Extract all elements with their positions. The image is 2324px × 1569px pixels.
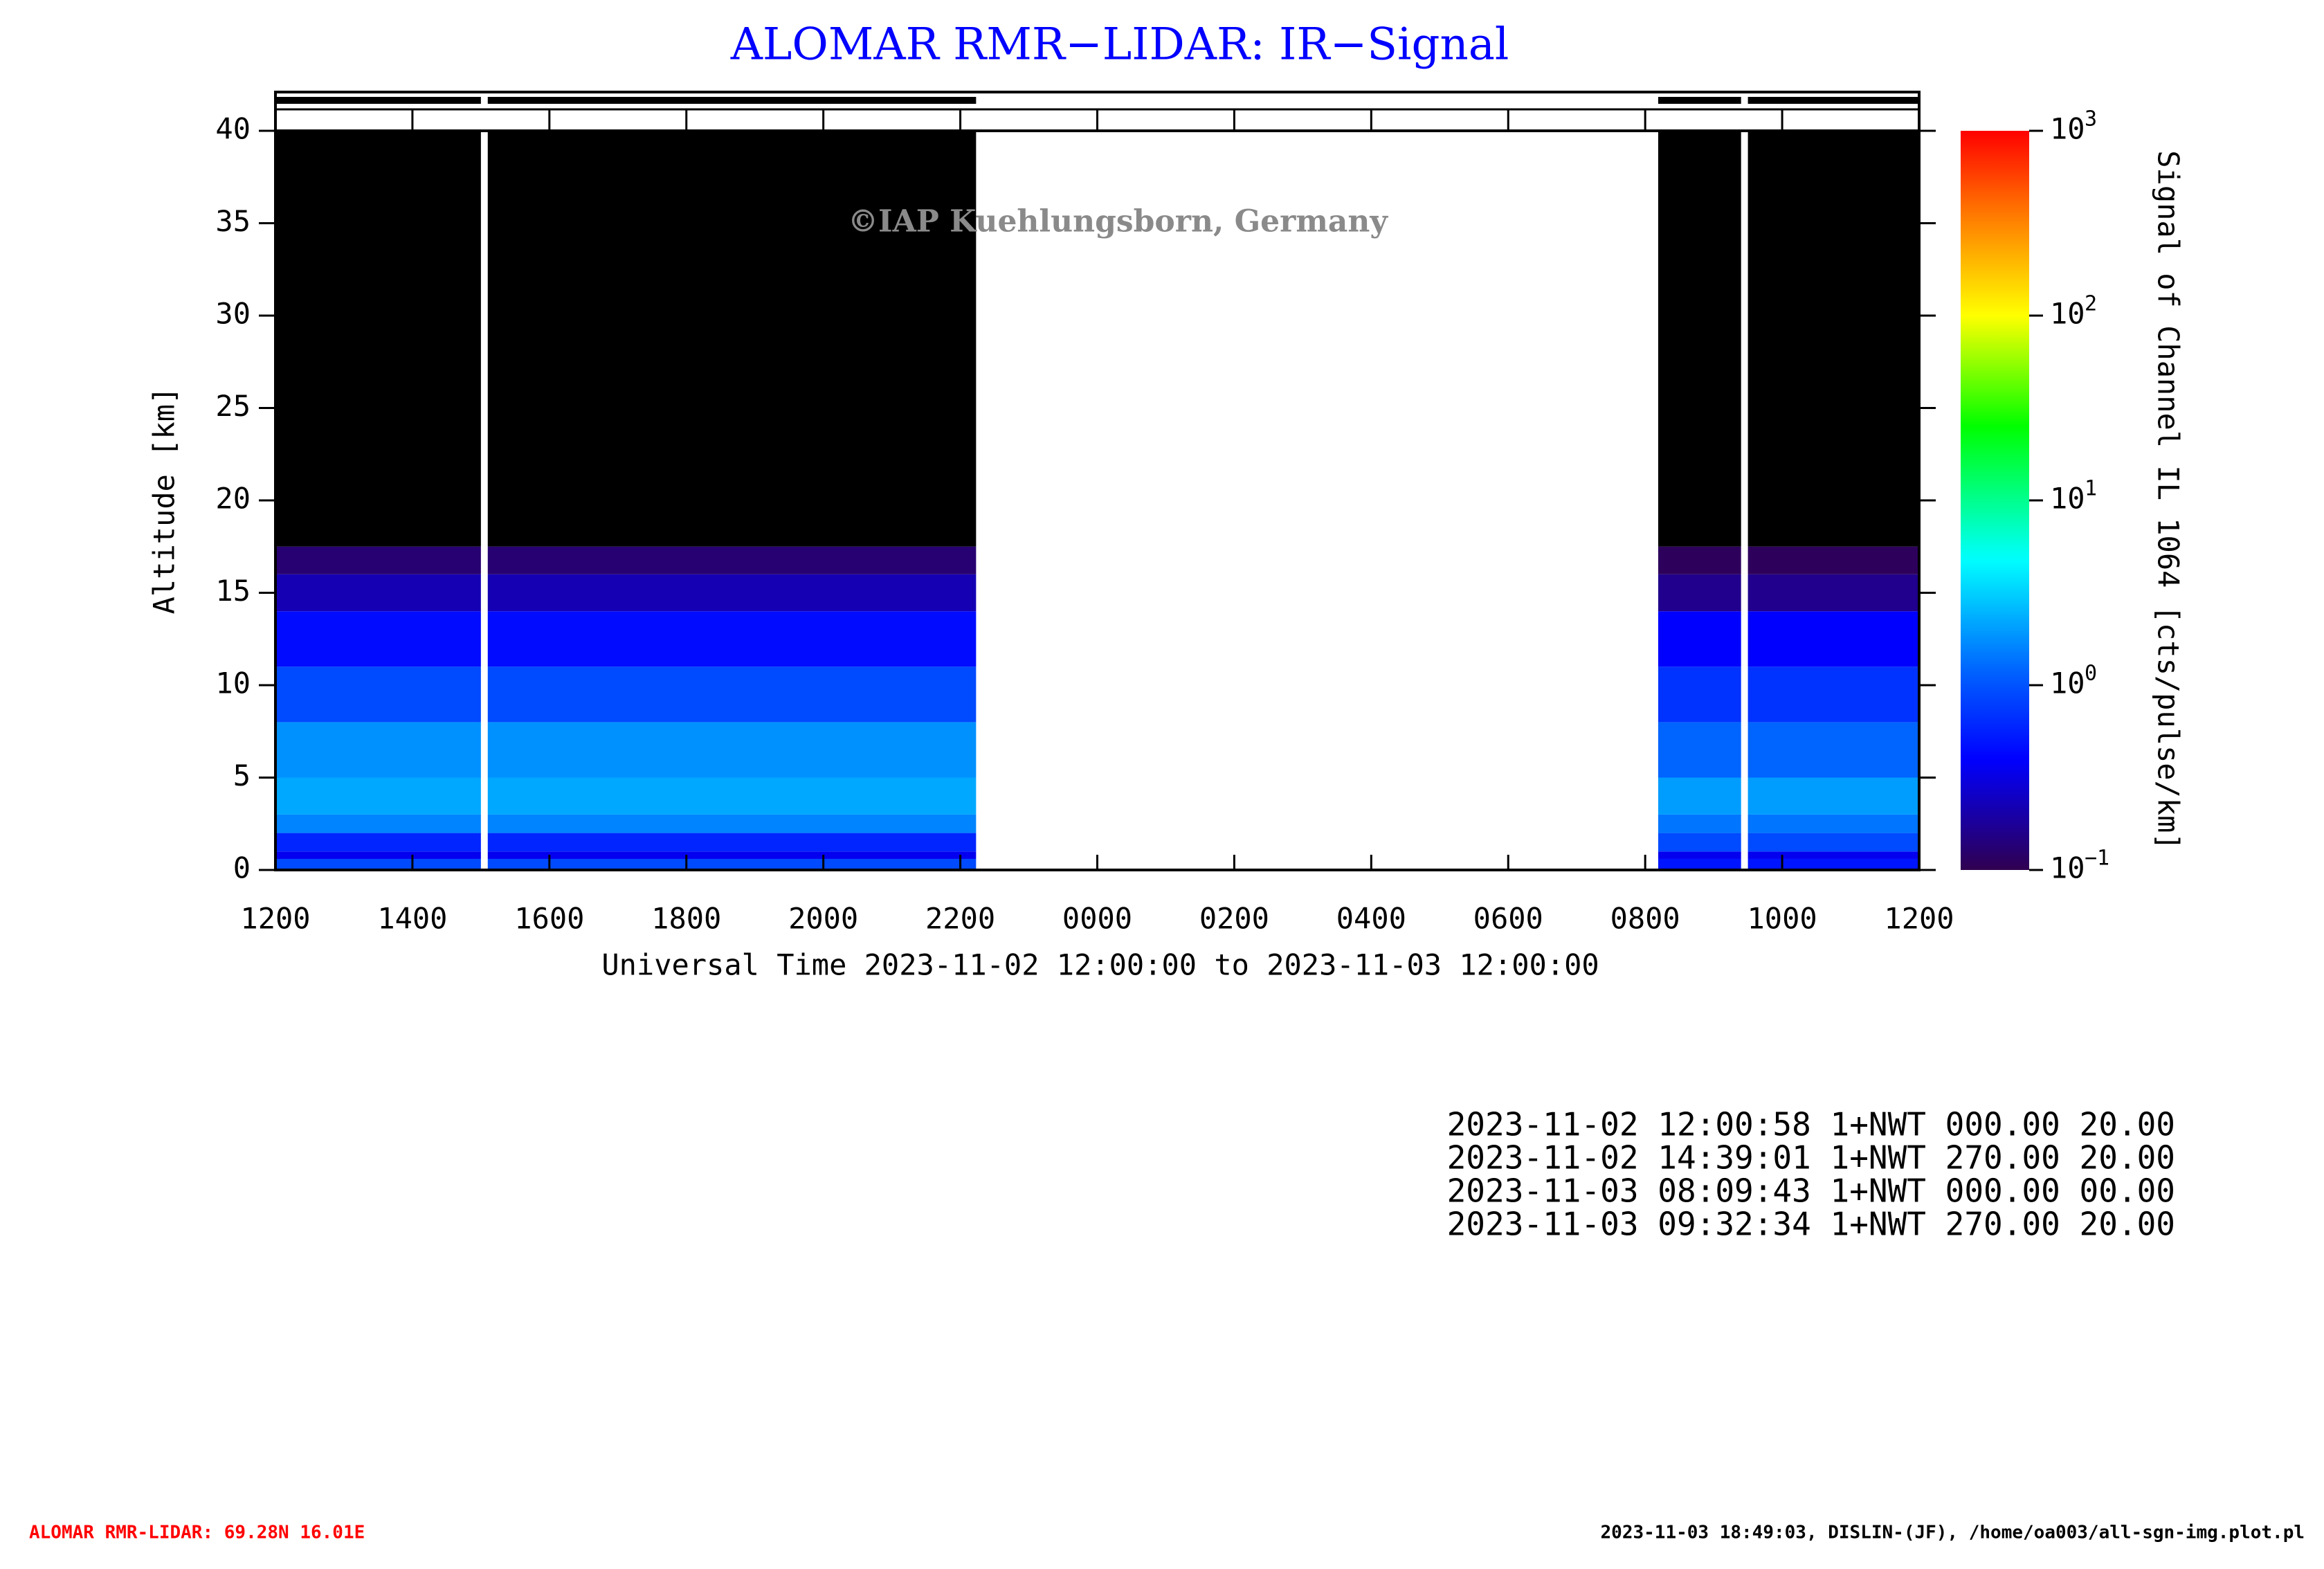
heatmap-cell: [487, 131, 977, 547]
y-tick-label: 30: [215, 297, 251, 331]
heatmap-cell: [1747, 131, 1919, 547]
heatmap-cell: [1658, 722, 1741, 778]
heatmap-cell: [1747, 858, 1919, 870]
heatmap-cell: [1658, 666, 1741, 723]
colorbar-tick-label: 10: [2050, 851, 2085, 885]
y-tick-label: 15: [215, 574, 251, 608]
colorbar-tick-exponent: 3: [2085, 107, 2097, 131]
heatmap-cell: [487, 666, 977, 723]
heatmap-cell: [1658, 574, 1741, 612]
x-tick-label: 0400: [1336, 902, 1406, 936]
heatmap-cell: [275, 851, 481, 859]
heatmap-cell: [1658, 546, 1741, 574]
colorbar-tick-label: 10: [2050, 297, 2085, 331]
heatmap-cell: [487, 546, 977, 574]
heatmap-cell: [487, 777, 977, 815]
heatmap-cell: [1658, 858, 1741, 870]
x-tick-label: 0200: [1199, 902, 1269, 936]
heatmap-cell: [275, 777, 481, 815]
heatmap-cell: [275, 574, 481, 612]
heatmap-cell: [275, 546, 481, 574]
x-tick-label: 0800: [1610, 902, 1680, 936]
colorbar-tick-label: 10: [2050, 666, 2085, 700]
heatmap-cell: [1658, 833, 1741, 852]
info-line: 2023-11-02 12:00:58 1+NWT 000.00 20.00: [1447, 1106, 2175, 1143]
measurement-bar: [487, 97, 977, 104]
x-tick-label: 0000: [1062, 902, 1132, 936]
heatmap-cell: [487, 858, 977, 870]
x-tick-label: 1600: [514, 902, 584, 936]
colorbar-tick-label: 10: [2050, 112, 2085, 146]
heatmap-cell: [1747, 851, 1919, 859]
heatmap-cell: [487, 851, 977, 859]
heatmap-cell: [487, 814, 977, 833]
heatmap-cell: [487, 611, 977, 667]
heatmap-cell: [1658, 777, 1741, 815]
colorbar-tick-exponent: −1: [2085, 846, 2109, 871]
colorbar-tick-exponent: 2: [2085, 292, 2097, 316]
y-tick-label: 40: [215, 112, 251, 146]
measurement-bar: [275, 97, 481, 104]
info-line: 2023-11-02 14:39:01 1+NWT 270.00 20.00: [1447, 1139, 2175, 1177]
heatmap-cell: [275, 722, 481, 778]
watermark: ©IAP Kuehlungsborn, Germany: [848, 204, 1388, 239]
x-tick-label: 1000: [1747, 902, 1817, 936]
heatmap-cell: [1658, 814, 1741, 833]
colorbar-tick-exponent: 1: [2085, 477, 2097, 501]
colorbar-tick-label: 10: [2050, 482, 2085, 516]
heatmap-cell: [275, 858, 481, 870]
footer-right: 2023-11-03 18:49:03, DISLIN-(JF), /home/…: [1601, 1523, 2305, 1543]
heatmap-cell: [1747, 611, 1919, 667]
heatmap-cell: [1747, 546, 1919, 574]
x-tick-label: 2200: [925, 902, 995, 936]
heatmap-cell: [1747, 833, 1919, 852]
x-tick-label: 1200: [1884, 902, 1954, 936]
x-tick-label: 1800: [651, 902, 721, 936]
x-tick-label: 2000: [788, 902, 858, 936]
info-line: 2023-11-03 09:32:34 1+NWT 270.00 20.00: [1447, 1206, 2175, 1243]
x-tick-label: 0600: [1473, 902, 1543, 936]
heatmap-cell: [487, 833, 977, 852]
chart-title: ALOMAR RMR−LIDAR: IR−Signal: [730, 19, 1509, 71]
x-tick-label: 1400: [377, 902, 447, 936]
heatmap-cell: [275, 833, 481, 852]
heatmap-cell: [275, 611, 481, 667]
colorbar-label: Signal of Channel IL 1064 [cts/pulse/km]: [2152, 150, 2186, 850]
heatmap-cell: [1747, 666, 1919, 723]
heatmap-cell: [275, 814, 481, 833]
footer-left: ALOMAR RMR-LIDAR: 69.28N 16.01E: [29, 1523, 365, 1543]
info-line: 2023-11-03 08:09:43 1+NWT 000.00 00.00: [1447, 1172, 2175, 1210]
y-tick-label: 0: [233, 851, 251, 885]
heatmap-cell: [487, 574, 977, 612]
heatmap-cell: [487, 722, 977, 778]
y-tick-label: 35: [215, 204, 251, 238]
heatmap-cell: [1747, 574, 1919, 612]
heatmap-cell: [275, 666, 481, 723]
measurement-bar: [1747, 97, 1919, 104]
heatmap-cell: [1658, 611, 1741, 667]
y-axis-label: Altitude [km]: [147, 387, 181, 615]
y-tick-label: 20: [215, 482, 251, 516]
heatmap-cell: [1747, 722, 1919, 778]
colorbar: [1961, 131, 2029, 870]
y-tick-label: 10: [215, 666, 251, 700]
heatmap-cell: [1658, 131, 1741, 547]
heatmap-cell: [1747, 814, 1919, 833]
heatmap-cell: [1747, 777, 1919, 815]
heatmap-cell: [275, 131, 481, 547]
heatmap-cell: [1658, 851, 1741, 859]
y-tick-label: 25: [215, 389, 251, 423]
colorbar-tick-exponent: 0: [2085, 662, 2097, 686]
measurement-bar: [1658, 97, 1741, 104]
x-axis-label: Universal Time 2023-11-02 12:00:00 to 20…: [601, 948, 1599, 982]
x-tick-label: 1200: [240, 902, 310, 936]
y-tick-label: 5: [233, 759, 251, 792]
